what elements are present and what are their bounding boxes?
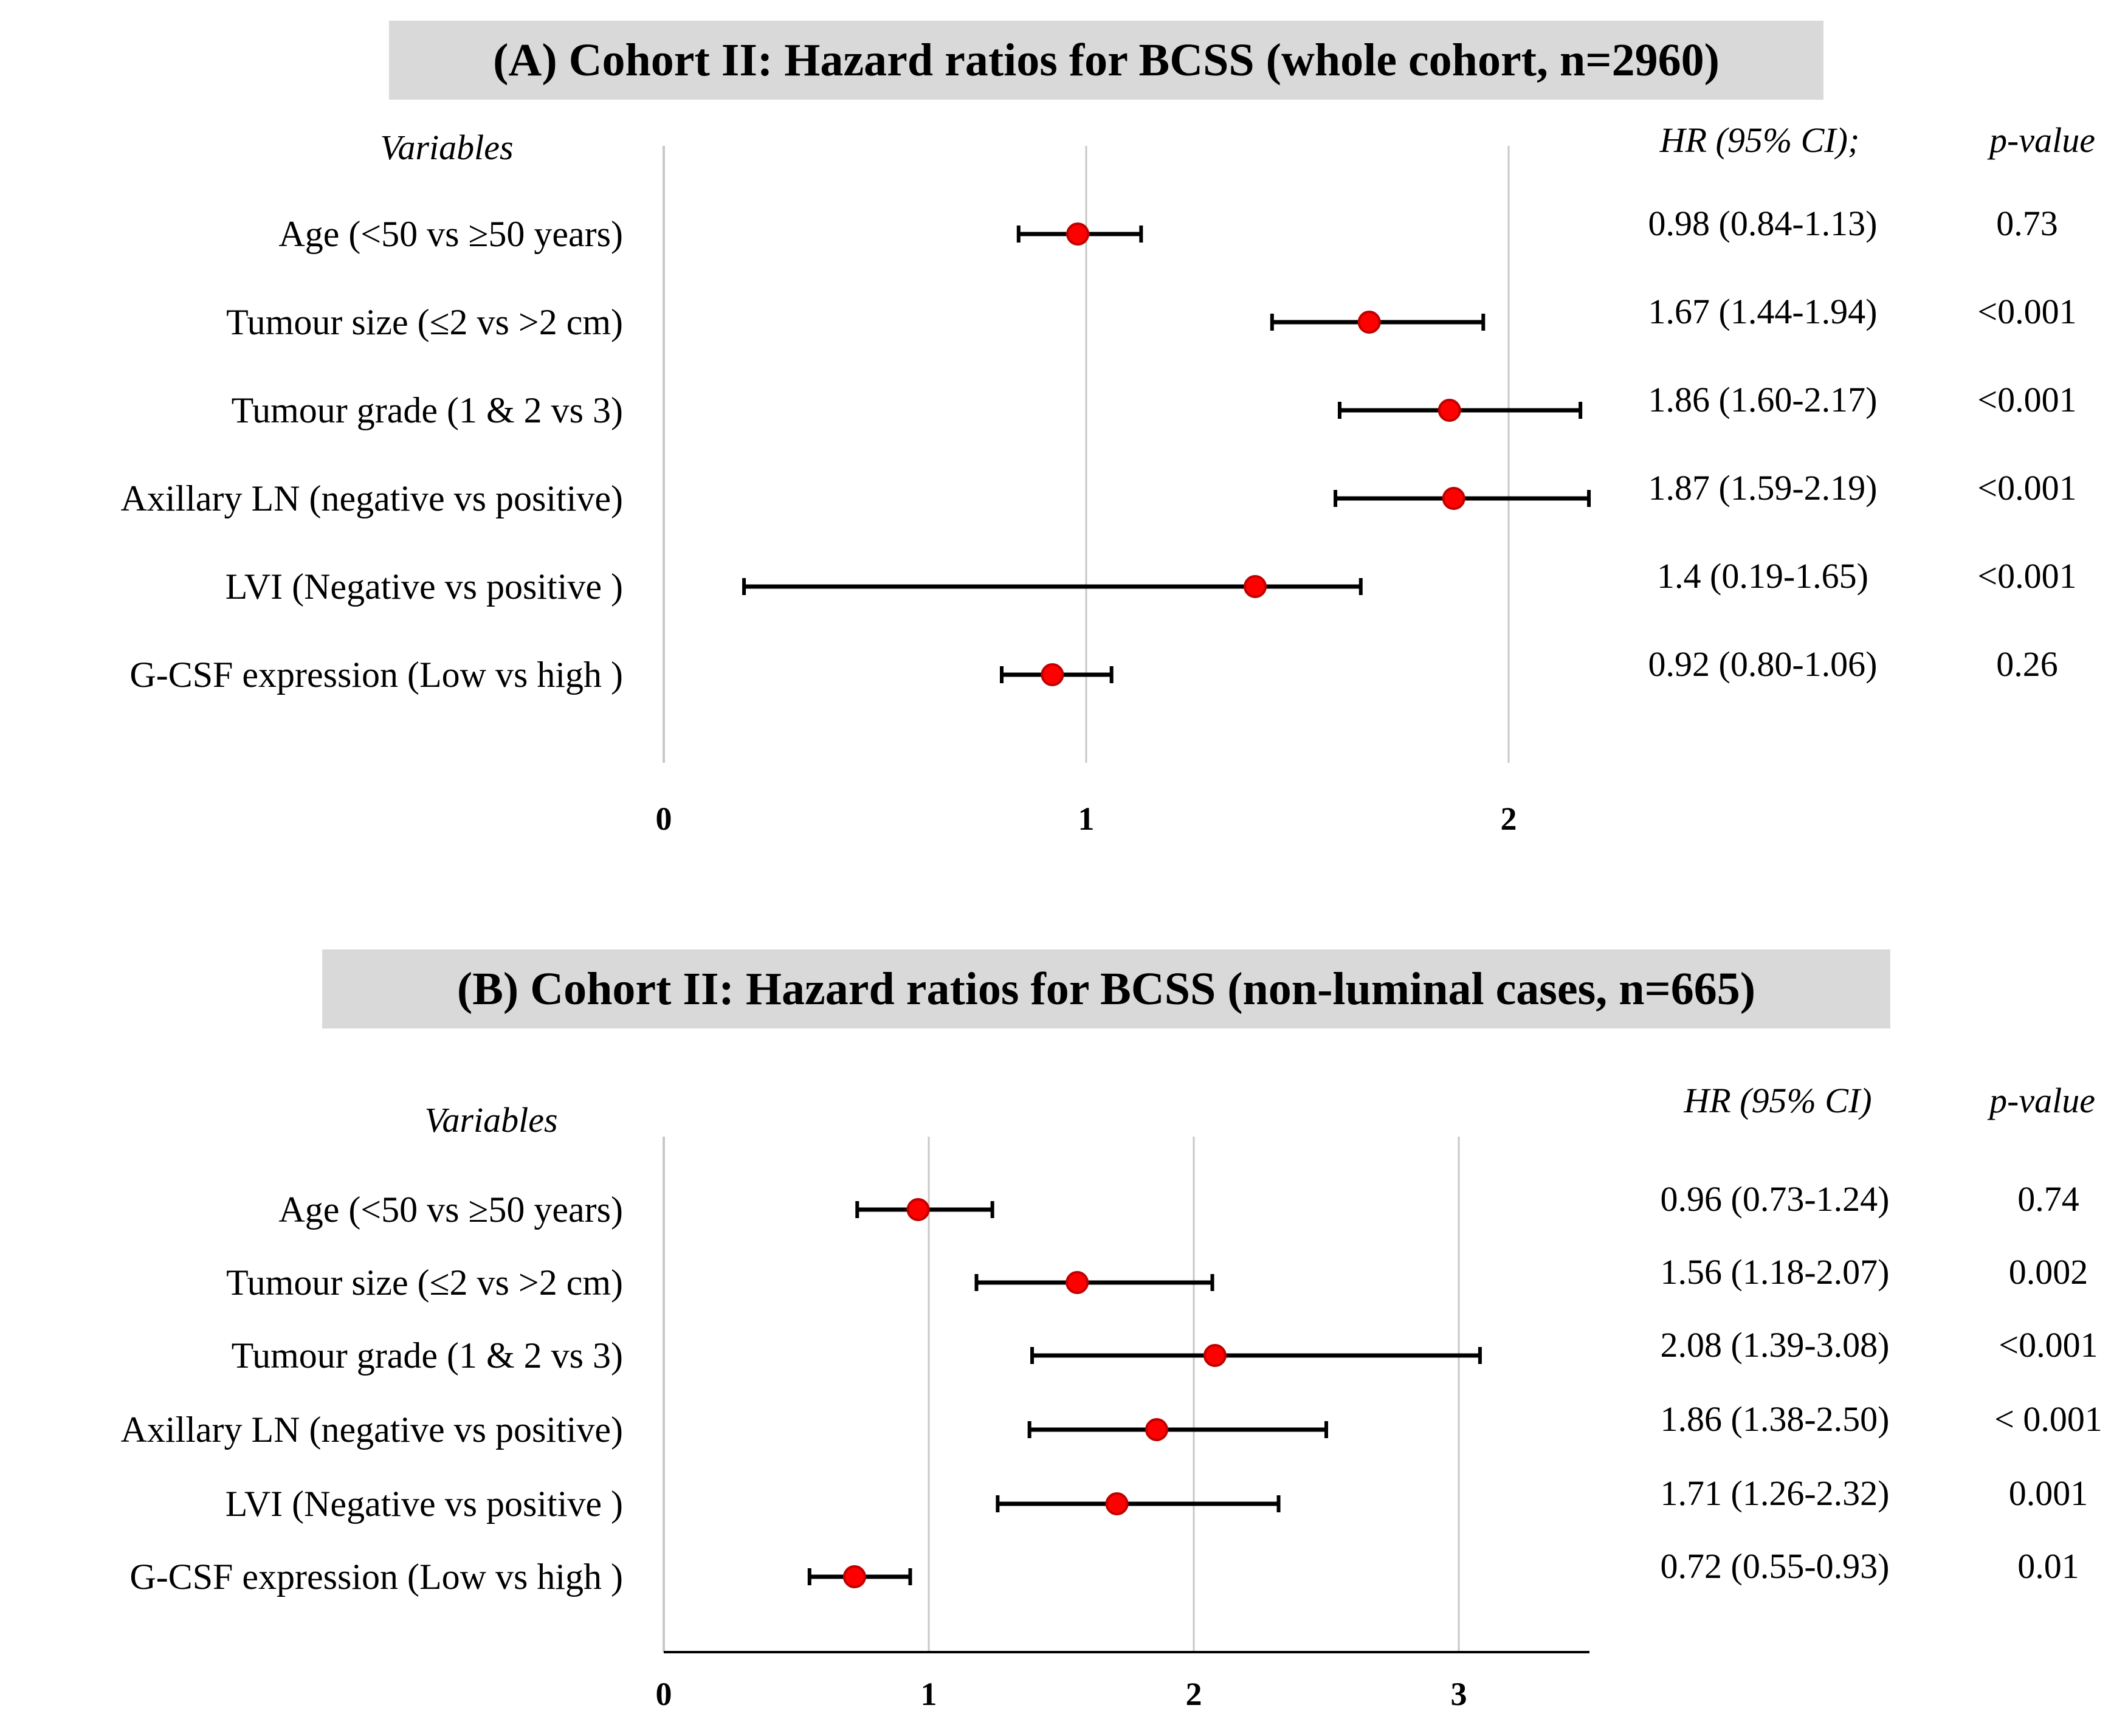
panel-a-hr-ci-value: 0.92 (0.80-1.06) (1648, 644, 1878, 684)
panel-b-p-header: p-value (1987, 1081, 2095, 1120)
panel-b-hr-point (842, 1565, 866, 1588)
panel-a-hr-point (1357, 311, 1381, 334)
panel-a-hr-ci-value: 1.87 (1.59-2.19) (1648, 468, 1878, 508)
panel-b-hr-point (906, 1198, 930, 1221)
panel-a-row-label: LVI (Negative vs positive ) (226, 567, 623, 607)
panel-b-row: G-CSF expression (Low vs high ) 0.72 (0.5… (129, 1546, 2079, 1597)
panel-b: (B) Cohort II: Hazard ratios for BCSS (n… (121, 949, 2102, 1712)
panel-b-p-value: <0.001 (1999, 1325, 2098, 1365)
panel-b-gridlines (663, 1137, 1460, 1652)
panel-b-hr-ci-value: 0.72 (0.55-0.93) (1661, 1546, 1890, 1586)
panel-b-hr-point (1145, 1418, 1168, 1441)
panel-a-hr-ci-value: 0.98 (0.84-1.13) (1648, 204, 1878, 243)
panel-b-title-background (322, 949, 1890, 1028)
panel-a-hr-ci-value: 1.67 (1.44-1.94) (1648, 292, 1878, 331)
panel-b-p-value: 0.01 (2017, 1546, 2079, 1586)
panel-b-p-value: < 0.001 (1994, 1399, 2102, 1439)
panel-a-x-tick-label: 0 (656, 801, 672, 837)
panel-a-hr-point (1244, 575, 1267, 598)
panel-b-p-value: 0.001 (2009, 1473, 2088, 1513)
panel-b-row-label: Age (<50 vs ≥50 years) (278, 1190, 623, 1230)
panel-b-row-label: G-CSF expression (Low vs high ) (129, 1557, 623, 1597)
panel-a-gridlines (663, 146, 1510, 763)
panel-b-hr-ci-value: 2.08 (1.39-3.08) (1661, 1325, 1890, 1365)
panel-a-row-label: G-CSF expression (Low vs high ) (129, 655, 623, 695)
panel-b-x-tick-label: 3 (1451, 1676, 1467, 1712)
panel-a-row: Tumour grade (1 & 2 vs 3) 1.86 (1.60-2.17… (232, 380, 2077, 430)
panel-a-hr-ci-value: 1.4 (0.19-1.65) (1657, 556, 1868, 596)
panel-a-row: Tumour size (≤2 vs >2 cm) 1.67 (1.44-1.94… (226, 292, 2076, 342)
panel-a-row-label: Axillary LN (negative vs positive) (121, 478, 623, 518)
panel-a-p-value: <0.001 (1977, 292, 2076, 331)
panel-b-variables-header: Variables (424, 1100, 557, 1140)
panel-b-p-value: 0.74 (2017, 1179, 2079, 1219)
panel-a-x-tick-label: 2 (1501, 801, 1517, 837)
panel-b-hr-ci-value: 1.56 (1.18-2.07) (1661, 1252, 1890, 1292)
panel-b-hr-ci-value: 0.96 (0.73-1.24) (1661, 1179, 1890, 1219)
panel-a-x-tick-label: 1 (1078, 801, 1095, 837)
panel-b-hr-point (1066, 1271, 1089, 1294)
panel-a-hr-ci-value: 1.86 (1.60-2.17) (1648, 380, 1878, 419)
panel-a-hr-point (1041, 663, 1064, 686)
panel-b-row: Axillary LN (negative vs positive) 1.86 (… (121, 1399, 2102, 1450)
panel-a-p-value: <0.001 (1977, 468, 2076, 508)
panel-a-p-value: <0.001 (1977, 556, 2076, 596)
panel-a-row: LVI (Negative vs positive ) 1.4 (0.19-1.6… (226, 556, 2077, 607)
panel-a-p-value: 0.73 (1996, 204, 2058, 243)
panel-b-x-tick-label: 2 (1186, 1676, 1202, 1712)
panel-a-row: Age (<50 vs ≥50 years) 0.98 (0.84-1.13) 0.… (278, 204, 2057, 254)
panel-a-row-label: Tumour grade (1 & 2 vs 3) (232, 390, 623, 430)
panel-b-row: Tumour size (≤2 vs >2 cm) 1.56 (1.18-2.07… (226, 1252, 2088, 1303)
panel-b-hr-header: HR (95% CI) (1683, 1081, 1871, 1120)
panel-a-p-value: 0.26 (1996, 644, 2058, 684)
panel-b-row-label: Tumour size (≤2 vs >2 cm) (226, 1262, 623, 1303)
panel-b-title: (B) Cohort II: Hazard ratios for BCSS (n… (457, 963, 1755, 1014)
panel-a-p-value: <0.001 (1977, 380, 2076, 419)
panel-b-row-label: LVI (Negative vs positive ) (226, 1484, 623, 1524)
panel-b-row-label: Axillary LN (negative vs positive) (121, 1410, 623, 1450)
panel-b-x-tick-label: 0 (656, 1676, 672, 1712)
panel-a-row: Axillary LN (negative vs positive) 1.87 (… (121, 468, 2077, 518)
panel-a-row-label: Age (<50 vs ≥50 years) (278, 214, 623, 254)
panel-a-title: (A) Cohort II: Hazard ratios for BCSS (w… (493, 35, 1720, 86)
panel-a-p-header: p-value (1987, 120, 2095, 160)
panel-a-rows: Age (<50 vs ≥50 years) 0.98 (0.84-1.13) 0.… (121, 204, 2077, 695)
panel-a-title-background (389, 21, 1823, 100)
panel-b-x-axis-ticks: 0 1 2 3 (656, 1676, 1467, 1712)
panel-a-hr-point (1442, 487, 1465, 510)
panel-a-variables-header: Variables (380, 128, 513, 167)
panel-a-row: G-CSF expression (Low vs high ) 0.92 (0.8… (129, 644, 2057, 695)
panel-a-hr-header: HR (95% CI); (1659, 120, 1860, 160)
panel-a-x-axis-ticks: 0 1 2 (656, 801, 1517, 837)
panel-b-rows: Age (<50 vs ≥50 years) 0.96 (0.73-1.24) 0.… (121, 1179, 2102, 1597)
panel-b-row: Tumour grade (1 & 2 vs 3) 2.08 (1.39-3.08… (232, 1325, 2098, 1376)
panel-a-hr-point (1438, 399, 1461, 422)
panel-b-hr-ci-value: 1.86 (1.38-2.50) (1661, 1399, 1890, 1439)
panel-a-hr-point (1066, 222, 1090, 246)
panel-b-row-label: Tumour grade (1 & 2 vs 3) (232, 1335, 623, 1376)
panel-b-hr-ci-value: 1.71 (1.26-2.32) (1661, 1473, 1890, 1513)
panel-a: (A) Cohort II: Hazard ratios for BCSS (w… (121, 21, 2095, 837)
panel-b-row: LVI (Negative vs positive ) 1.71 (1.26-2.… (226, 1473, 2088, 1524)
panel-a-row-label: Tumour size (≤2 vs >2 cm) (226, 302, 623, 342)
panel-b-hr-point (1203, 1344, 1227, 1367)
panel-b-x-tick-label: 1 (921, 1676, 937, 1712)
panel-b-hr-point (1105, 1492, 1129, 1515)
panel-b-p-value: 0.002 (2009, 1252, 2088, 1292)
panel-b-row: Age (<50 vs ≥50 years) 0.96 (0.73-1.24) 0.… (278, 1179, 2079, 1230)
